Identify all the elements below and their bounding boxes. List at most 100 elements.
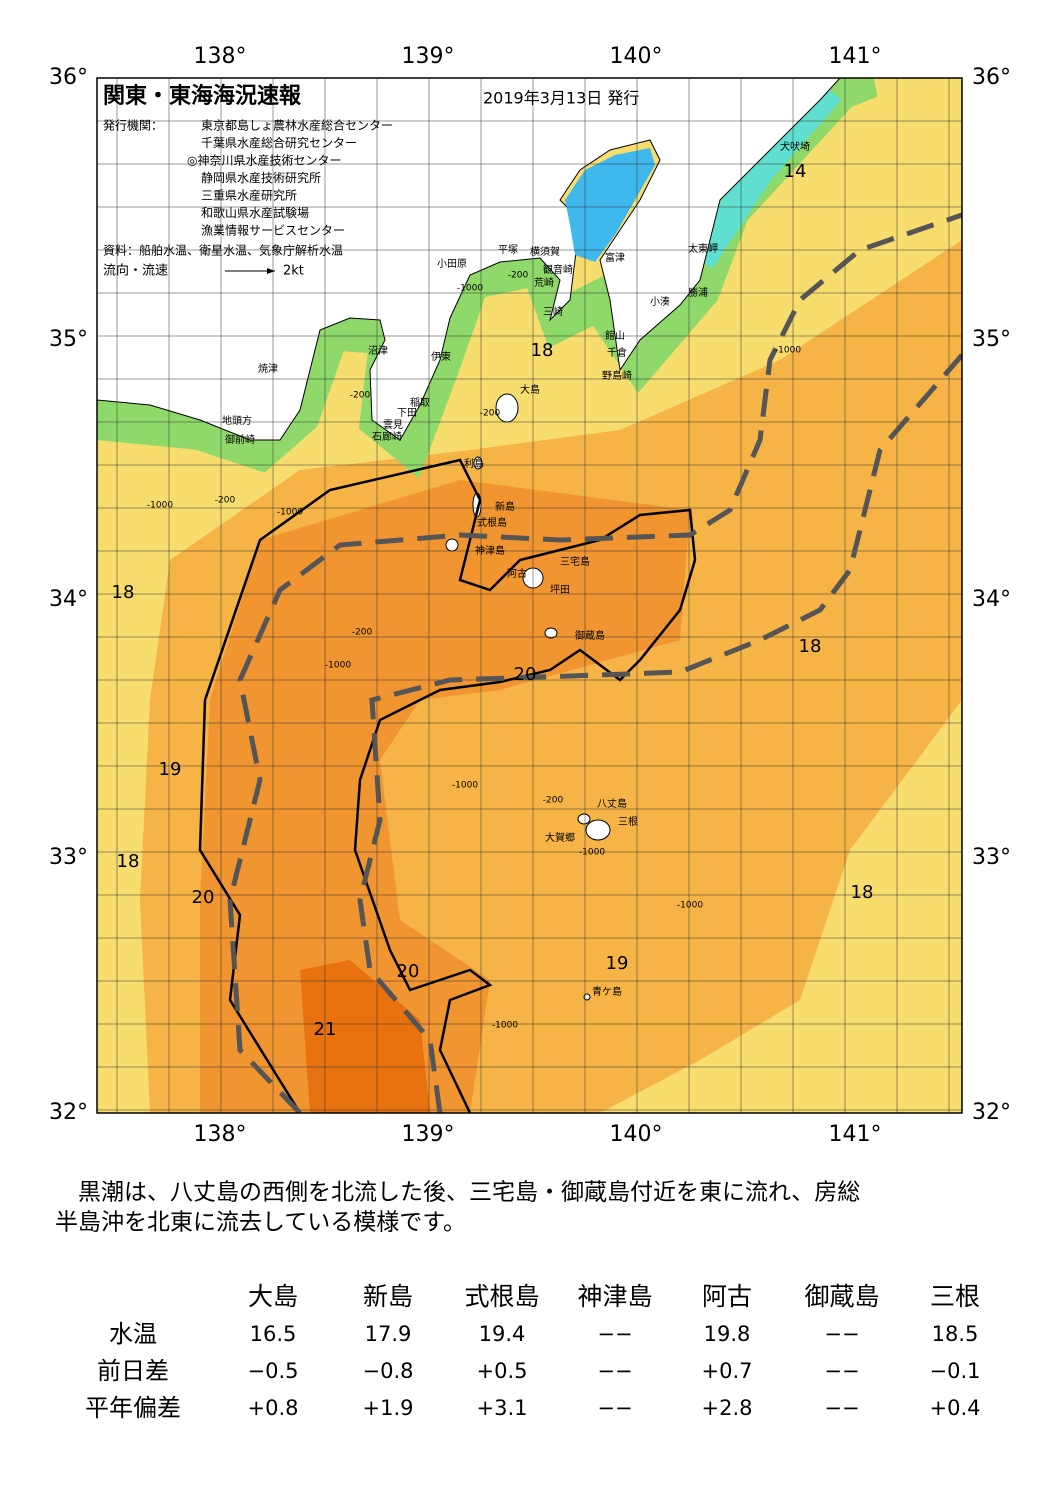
table-cell: −− (597, 1359, 632, 1383)
table-cell: −− (824, 1322, 859, 1346)
table-cell: 18.5 (932, 1322, 979, 1346)
issuer: 和歌山県水産試験場 (201, 205, 309, 220)
temperature-label: 20 (397, 961, 420, 982)
depth-label: -1000 (579, 848, 605, 858)
source: 資料：船舶水温、衛星水温、気象庁解析水温 (103, 243, 343, 258)
issuer: 千葉県水産総合研究センター (201, 135, 357, 150)
place-name: 御前崎 (225, 433, 255, 446)
land (97, 78, 841, 441)
place-name: 小田原 (437, 258, 467, 270)
table-cell: 16.5 (250, 1322, 297, 1346)
table-cell: +0.7 (702, 1359, 753, 1383)
place-name: 館山 (605, 329, 625, 342)
table-cell: +0.4 (930, 1396, 981, 1420)
lat-label: 35° (49, 327, 88, 352)
place-name: 石廊崎 (372, 430, 402, 443)
depth-label: -200 (350, 391, 371, 401)
table-header: 新島 (363, 1282, 413, 1311)
table-header: 三根 (930, 1282, 980, 1311)
table-header: 大島 (248, 1282, 298, 1311)
lat-label: 32° (972, 1100, 1011, 1125)
place-name: 大島 (520, 383, 540, 396)
place-name: 坪田 (550, 583, 570, 596)
islands (445, 393, 611, 1001)
place-name: 式根島 (477, 516, 507, 529)
place-name: 八丈島 (597, 797, 627, 810)
issue-date: 2019年3月13日 発行 (483, 89, 639, 108)
place-name: 太東岬 (688, 242, 718, 255)
table-cell: −0.5 (248, 1359, 299, 1383)
lat-label: 36° (972, 65, 1011, 90)
issuer: ◎神奈川県水産技術センター (187, 153, 341, 168)
place-name: 三宅島 (560, 555, 590, 568)
place-name: 沼津 (368, 344, 388, 357)
table-cell: +0.5 (477, 1359, 528, 1383)
issuer: 三重県水産研究所 (201, 188, 297, 203)
lat-label: 36° (49, 65, 88, 90)
place-name: 平塚 (498, 244, 518, 256)
table-cell: −0.1 (930, 1359, 981, 1383)
issuer: 漁業情報サービスセンター (201, 224, 345, 238)
place-name: 千倉 (607, 346, 627, 359)
place-name: 青ケ島 (592, 985, 622, 998)
map (97, 78, 962, 1113)
temperature-label: 19 (606, 953, 629, 974)
place-name: 三崎 (543, 305, 563, 318)
place-name: 神津島 (475, 544, 505, 557)
kuroshio-axis (227, 212, 962, 1113)
lat-label: 33° (49, 845, 88, 870)
table-header: 神津島 (577, 1282, 652, 1311)
lon-label: 139° (402, 44, 455, 69)
place-name: 地頭方 (222, 414, 252, 427)
place-name: 富津 (605, 251, 625, 264)
table-cell: +2.8 (702, 1396, 753, 1420)
lon-label: 138° (194, 44, 247, 69)
depth-label: -200 (508, 271, 529, 281)
lat-label: 33° (972, 845, 1011, 870)
flow-scale: 2kt (283, 264, 304, 279)
table-header: 御蔵島 (804, 1282, 879, 1311)
place-name: 利島 (464, 457, 484, 470)
depth-label: -1000 (775, 346, 801, 356)
temperature-label: 19 (159, 759, 182, 780)
place-name: 稲取 (410, 397, 430, 409)
temperature-label: 18 (112, 582, 135, 603)
table-header: 式根島 (464, 1282, 539, 1311)
table-cell: 17.9 (365, 1322, 412, 1346)
temperature-label: 20 (192, 887, 215, 908)
table-cell: −− (824, 1396, 859, 1420)
lat-label: 34° (972, 587, 1011, 612)
flow-arrow-head (267, 268, 275, 274)
depth-label: -1000 (452, 781, 478, 791)
place-name: 雲見 (383, 419, 403, 431)
flow-label: 流向・流速 (103, 263, 168, 279)
place-name: 新島 (495, 500, 515, 513)
summary-line: 半島沖を北東に流去している模様です。 (55, 1210, 466, 1236)
place-name: 下田 (397, 408, 417, 419)
lat-label: 35° (972, 327, 1011, 352)
coastal-fringe-cold (687, 80, 842, 269)
place-name: 勝浦 (688, 286, 708, 299)
place-name: 小湊 (650, 295, 670, 308)
place-name: 野島崎 (602, 369, 632, 382)
issuer: 東京都島しょ農林水産総合センター (201, 118, 393, 133)
table-header: 阿古 (702, 1282, 752, 1311)
lon-label: 140° (610, 1122, 663, 1147)
depth-label: -200 (215, 496, 236, 506)
sea-warmest (300, 960, 430, 1113)
depth-label: -1000 (325, 661, 351, 671)
depth-label: -1000 (277, 508, 303, 518)
table-cell: −− (597, 1396, 632, 1420)
temperature-label: 21 (314, 1019, 337, 1040)
lon-label: 138° (194, 1122, 247, 1147)
table-cell: +0.8 (248, 1396, 299, 1420)
temperature-label: 20 (514, 664, 537, 685)
depth-label: -200 (352, 628, 373, 638)
depth-label: -200 (480, 409, 501, 419)
map-frame (96, 77, 963, 1114)
place-name: 犬吠埼 (780, 140, 810, 153)
row-label: 前日差 (97, 1357, 169, 1385)
temperature-label: 18 (531, 340, 554, 361)
depth-label: -1000 (457, 284, 483, 294)
